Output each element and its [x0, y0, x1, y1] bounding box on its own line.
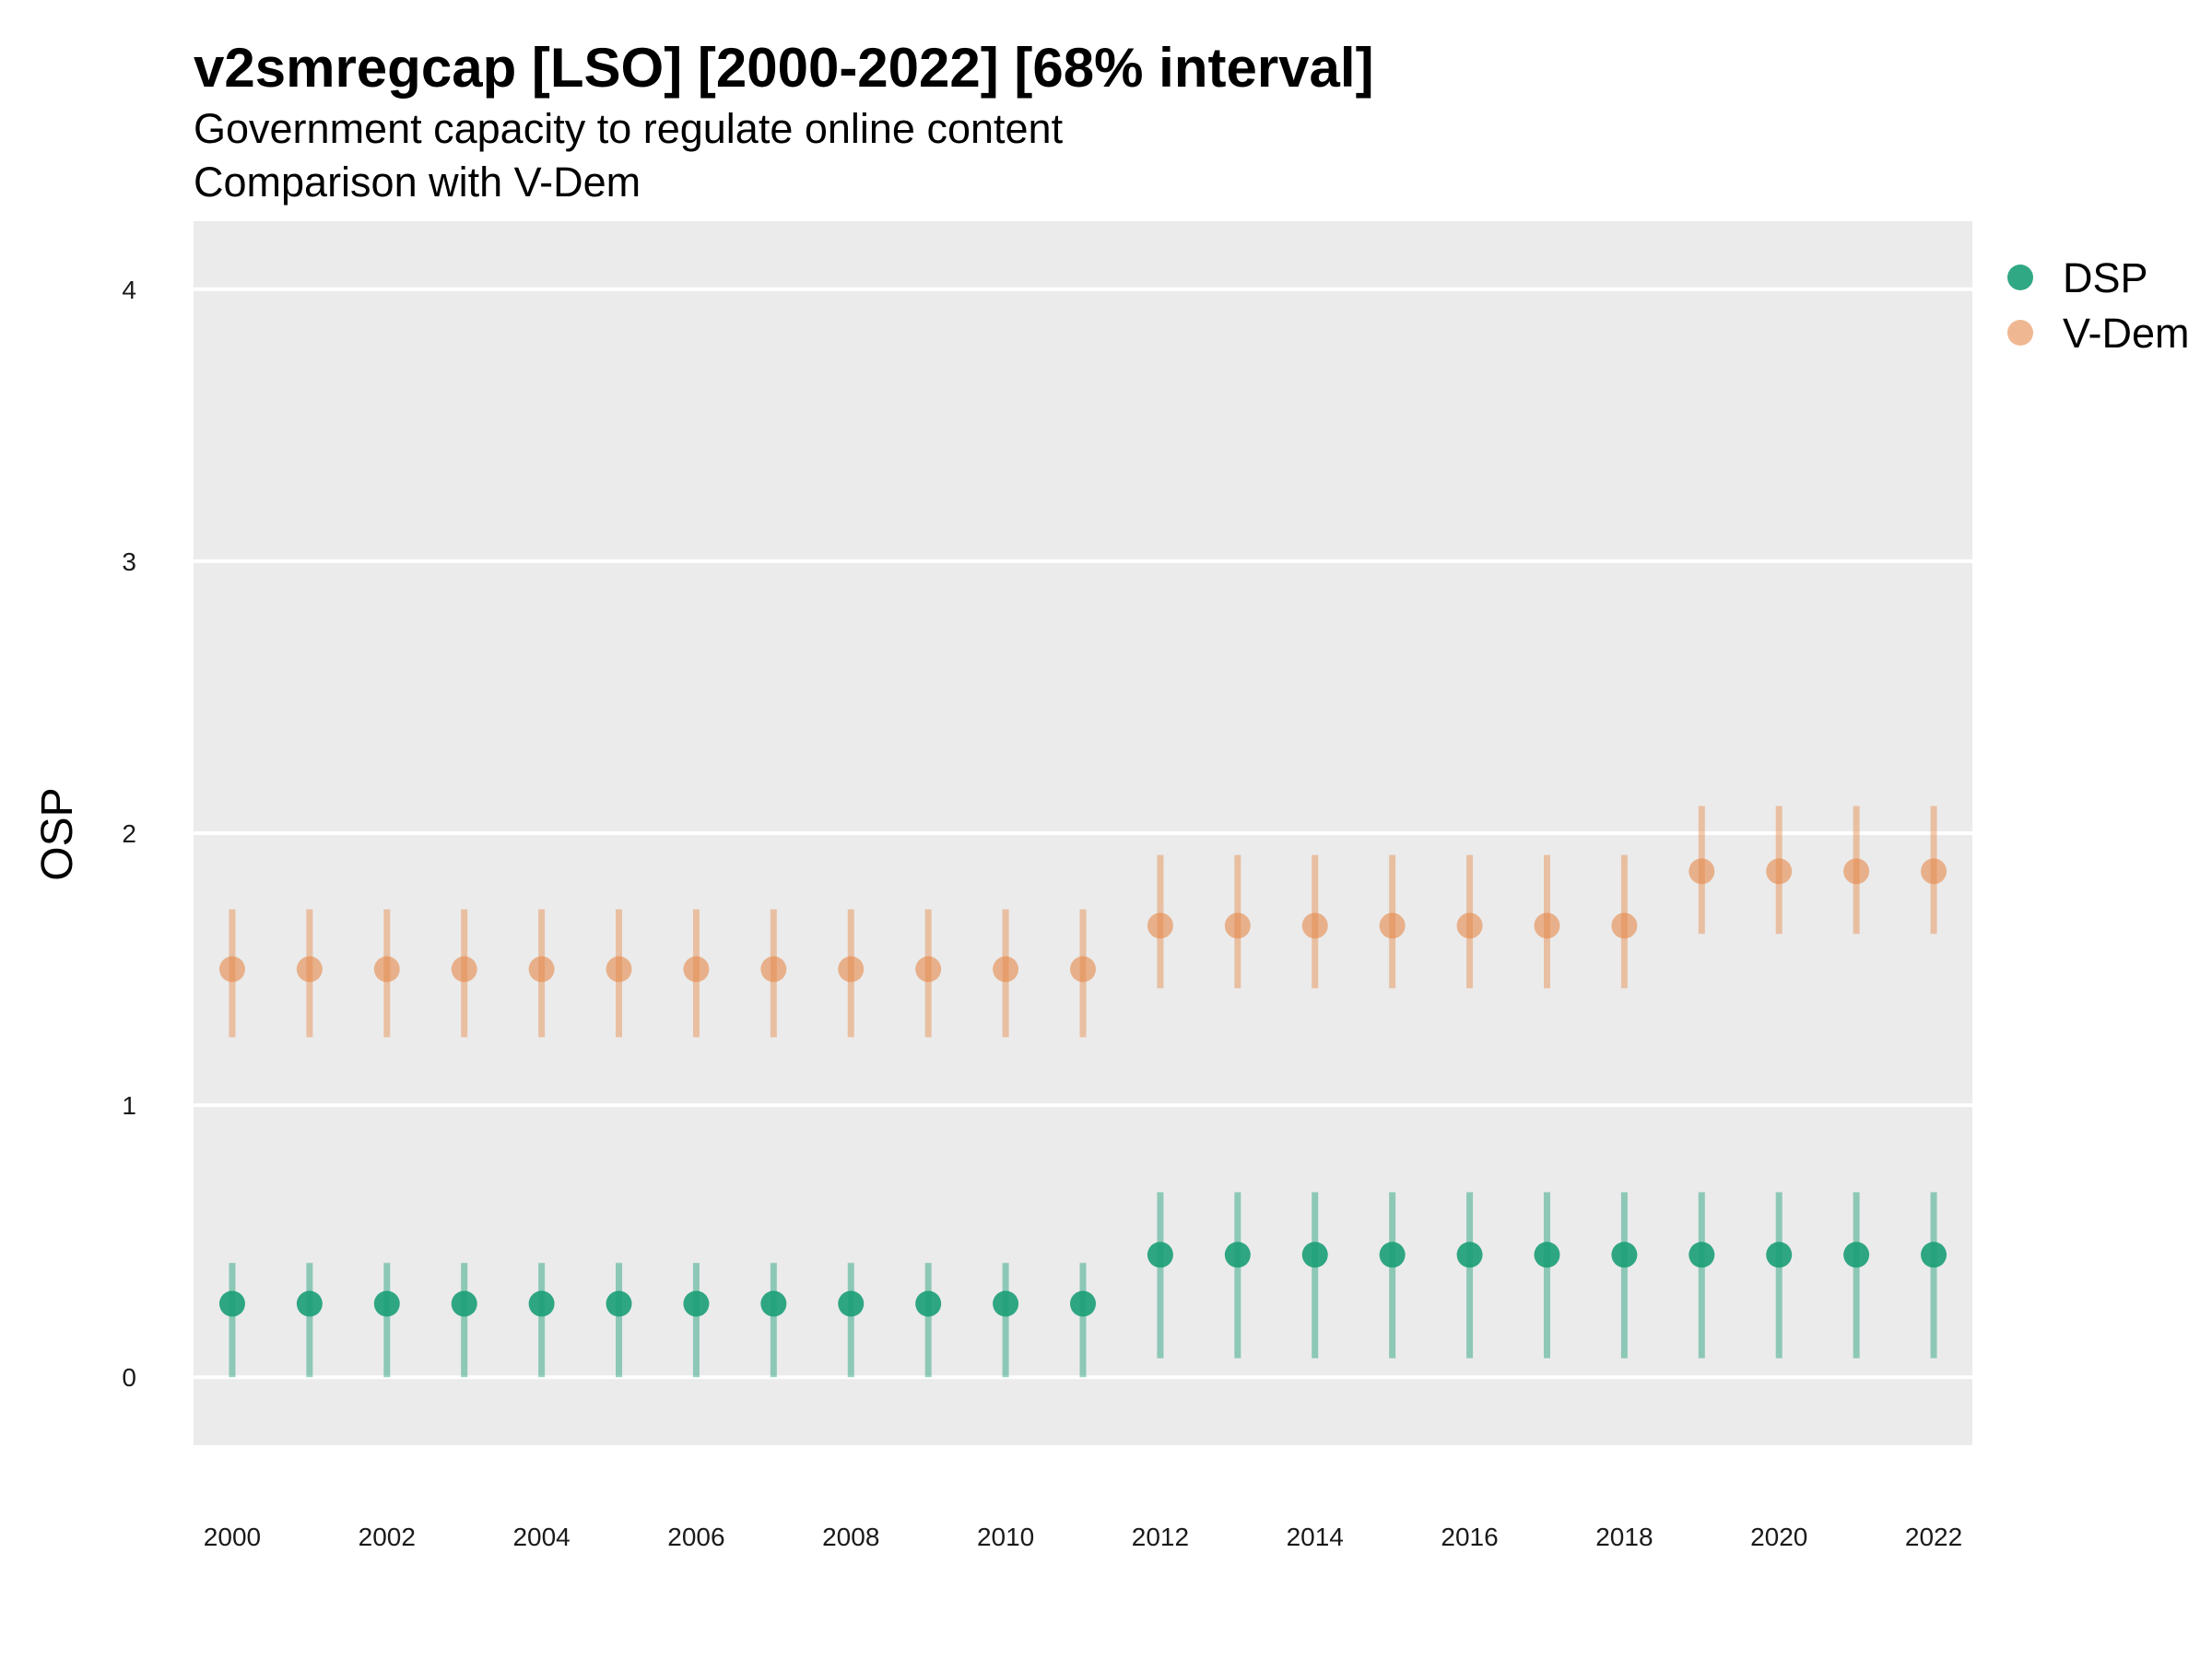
x-tick-label: 2016	[1441, 1523, 1498, 1551]
x-tick-label: 2004	[512, 1523, 570, 1551]
data-point	[1534, 912, 1560, 939]
data-point	[760, 956, 787, 982]
data-point	[1147, 1241, 1173, 1268]
y-tick-label: 1	[122, 1091, 136, 1120]
data-point	[1456, 912, 1483, 939]
data-point	[1611, 912, 1638, 939]
x-tick-label: 2000	[204, 1523, 261, 1551]
x-tick-label: 2022	[1905, 1523, 1962, 1551]
data-point	[1224, 912, 1251, 939]
data-point	[993, 956, 1019, 982]
x-tick-label: 2010	[977, 1523, 1034, 1551]
x-tick-label: 2020	[1750, 1523, 1807, 1551]
y-axis-title: OSP	[33, 787, 82, 880]
chart-subtitle-line-2: Comparison with V-Dem	[194, 159, 641, 206]
x-tick-label: 2002	[359, 1523, 416, 1551]
data-point	[1611, 1241, 1638, 1268]
data-point	[760, 1290, 787, 1317]
data-point	[1456, 1241, 1483, 1268]
data-point	[838, 1290, 865, 1317]
x-tick-label: 2014	[1287, 1523, 1344, 1551]
legend-label-vdem: V-Dem	[2063, 310, 2190, 357]
data-point	[1379, 1241, 1406, 1268]
data-point	[451, 1290, 477, 1317]
data-point	[528, 956, 555, 982]
data-point	[218, 1290, 245, 1317]
data-point	[373, 1290, 400, 1317]
data-point	[1766, 858, 1793, 885]
y-tick-label: 0	[122, 1363, 136, 1392]
data-point	[1921, 858, 1947, 885]
chart-title: v2smregcap [LSO] [2000-2022] [68% interv…	[194, 37, 1374, 99]
y-tick-label: 3	[122, 547, 136, 576]
x-tick-label: 2006	[667, 1523, 724, 1551]
legend-key-dsp	[2007, 265, 2033, 290]
data-point	[1224, 1241, 1251, 1268]
x-tick-label: 2012	[1132, 1523, 1189, 1551]
data-point	[993, 1290, 1019, 1317]
data-point	[915, 956, 942, 982]
data-point	[838, 956, 865, 982]
x-tick-label: 2018	[1595, 1523, 1653, 1551]
data-point	[373, 956, 400, 982]
data-point	[683, 956, 710, 982]
data-point	[683, 1290, 710, 1317]
gridlines	[194, 287, 1972, 1380]
data-point	[1766, 1241, 1793, 1268]
legend-key-vdem	[2007, 320, 2033, 346]
y-tick-label: 2	[122, 819, 136, 848]
data-point	[1301, 1241, 1328, 1268]
data-point	[1688, 1241, 1715, 1268]
series-v-dem	[218, 806, 1947, 1038]
data-point	[1534, 1241, 1560, 1268]
chart-subtitle-line-1: Government capacity to regulate online c…	[194, 105, 1064, 152]
data-point	[528, 1290, 555, 1317]
data-point	[1070, 956, 1096, 982]
y-axis-ticks: 0 1 2 3 4	[122, 276, 136, 1392]
legend-label-dsp: DSP	[2063, 254, 2148, 301]
data-point	[1301, 912, 1328, 939]
data-point	[915, 1290, 942, 1317]
data-point	[218, 956, 245, 982]
data-point	[296, 956, 323, 982]
data-point	[451, 956, 477, 982]
data-point	[606, 1290, 632, 1317]
y-tick-label: 4	[122, 276, 136, 304]
data-point	[296, 1290, 323, 1317]
x-tick-label: 2008	[822, 1523, 879, 1551]
data-point	[1688, 858, 1715, 885]
data-point	[1843, 1241, 1870, 1268]
legend: DSP V-Dem	[2007, 254, 2190, 357]
x-axis-ticks: 2000 2002 2004 2006 2008 2010 2012 2014 2016 2018…	[204, 1523, 1962, 1551]
series-dsp	[218, 1192, 1947, 1378]
data-point	[1379, 912, 1406, 939]
data-point	[606, 956, 632, 982]
data-point	[1921, 1241, 1947, 1268]
data-point	[1843, 858, 1870, 885]
data-point	[1070, 1290, 1096, 1317]
data-point	[1147, 912, 1173, 939]
data-series	[218, 806, 1947, 1378]
